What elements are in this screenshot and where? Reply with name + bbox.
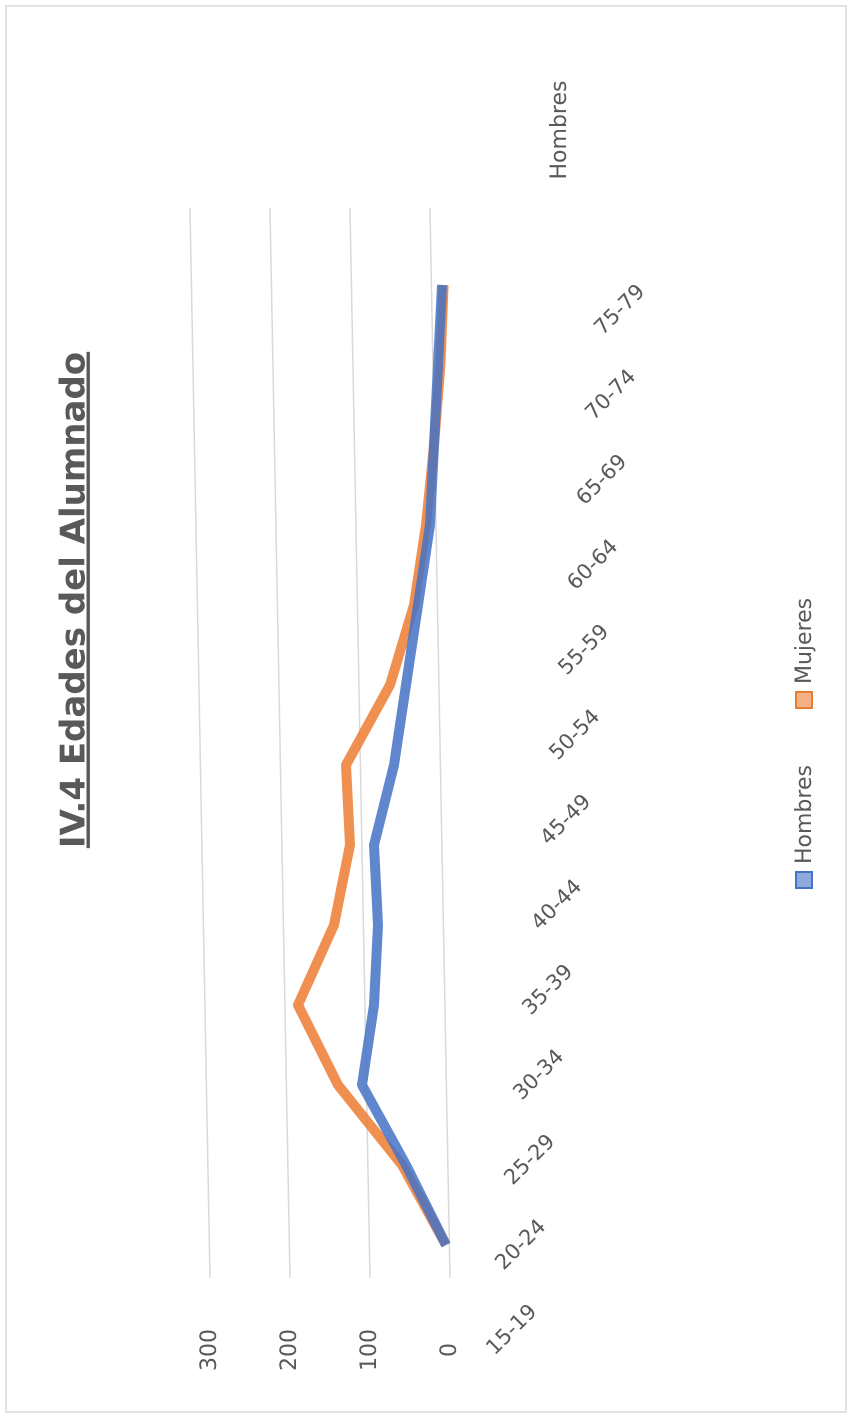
grid-line — [189, 207, 211, 1279]
depth-label: Hombres — [547, 81, 572, 180]
chart-title: IV.4 Edades del Alumnado — [54, 352, 94, 848]
x-tick-label: 60-64 — [562, 534, 622, 594]
y-tick-label: 200 — [277, 1329, 302, 1371]
x-tick-label: 15-19 — [481, 1299, 541, 1359]
x-tick-label: 75-79 — [589, 279, 649, 339]
x-tick-label: 40-44 — [526, 874, 586, 934]
x-tick-label: 65-69 — [571, 449, 631, 509]
y-tick-label: 100 — [357, 1329, 382, 1371]
x-tick-label: 55-59 — [553, 619, 613, 679]
x-tick-label: 25-29 — [499, 1129, 559, 1189]
x-tick-label: 70-74 — [580, 364, 640, 424]
grid-line — [269, 207, 291, 1279]
x-tick-label: 20-24 — [490, 1214, 550, 1274]
y-tick-label: 300 — [197, 1329, 222, 1371]
legend-swatch — [795, 691, 813, 709]
legend-label: Mujeres — [792, 598, 817, 684]
x-tick-label: 50-54 — [544, 704, 604, 764]
rotated-plot: IV.4 Edades del Alumnado 0 100 200 300 15-19… — [54, 81, 818, 1371]
series-line — [357, 284, 451, 1248]
legend-swatch — [795, 871, 813, 889]
x-tick-label: 35-39 — [517, 959, 577, 1019]
chart-border — [5, 5, 847, 1413]
legend-label: Hombres — [792, 765, 817, 864]
x-tick-label: 45-49 — [535, 789, 595, 849]
x-tick-label: 30-34 — [508, 1044, 568, 1104]
y-tick-label: 0 — [437, 1343, 462, 1357]
